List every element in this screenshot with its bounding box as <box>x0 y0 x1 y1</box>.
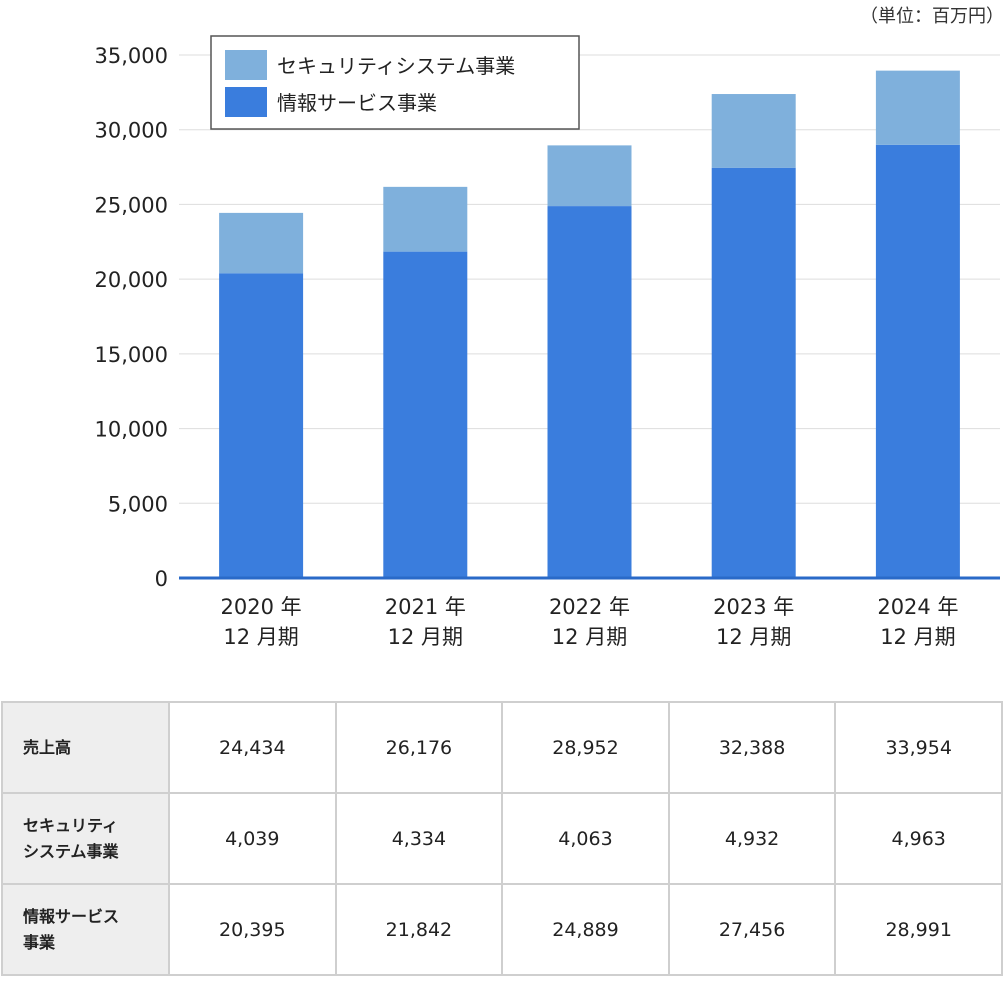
data-table: 売上高 24,434 26,176 28,952 32,388 33,954 セキュリティシ… <box>1 701 1003 976</box>
y-tick-label: 15,000 <box>95 343 168 367</box>
unit-label: （単位：百万円） <box>860 6 1004 27</box>
table-cell: 28,952 <box>501 701 670 794</box>
y-tick-label: 10,000 <box>95 418 168 442</box>
x-tick-label-year: 2023 年 <box>713 595 794 619</box>
bar-segment-info-service <box>547 206 632 579</box>
x-tick-label-period: 12 月期 <box>880 625 955 649</box>
x-tick-label-period: 12 月期 <box>388 625 463 649</box>
table-cell: 32,388 <box>667 701 837 794</box>
table-row: セキュリティ システム事業 4,039 4,334 4,063 4,932 4,963 <box>1 792 1003 885</box>
bar-segment-security <box>711 94 796 168</box>
table-cell: 28,991 <box>834 883 1003 976</box>
bar-segment-security <box>547 145 632 207</box>
y-tick-label: 30,000 <box>95 119 168 143</box>
x-tick-label-period: 12 月期 <box>223 625 298 649</box>
row-header-text: 売上高 <box>23 737 72 757</box>
table-cell: 4,932 <box>667 792 837 885</box>
row-header-text: 情報サービス <box>23 906 120 926</box>
table-cell: 33,954 <box>834 701 1003 794</box>
legend: セキュリティシステム事業 情報サービス事業 <box>210 35 580 130</box>
row-header: セキュリティ システム事業 <box>1 792 170 885</box>
table-row: 情報サービス 事業 20,395 21,842 24,889 27,456 28,991 <box>1 883 1003 976</box>
legend-swatch-info-service <box>225 87 267 117</box>
table-cell: 4,334 <box>334 792 504 885</box>
x-tick-label-year: 2022 年 <box>549 595 630 619</box>
bar-segment-info-service <box>219 273 304 578</box>
table-cell: 20,395 <box>168 883 337 976</box>
bar-segment-info-service <box>875 144 960 578</box>
row-header-text: システム事業 <box>23 841 119 861</box>
x-axis: 2020 年 12 月期 2021 年 12 月期 2022 年 12 月期 2023 年 1… <box>179 576 1000 649</box>
legend-label-security: セキュリティシステム事業 <box>277 54 515 78</box>
bar-segment-security <box>383 186 468 252</box>
table-cell: 4,963 <box>834 792 1003 885</box>
bar-segment-info-service <box>711 167 796 578</box>
table-cell: 27,456 <box>667 883 837 976</box>
table-cell: 26,176 <box>334 701 504 794</box>
table-cell: 24,434 <box>168 701 337 794</box>
row-header-text: 事業 <box>23 932 56 952</box>
legend-label-info-service: 情報サービス事業 <box>277 91 437 115</box>
x-tick-label-year: 2021 年 <box>385 595 466 619</box>
row-header-text: セキュリティ <box>23 815 119 835</box>
y-tick-label: 20,000 <box>95 268 168 292</box>
x-tick-label-year: 2024 年 <box>877 595 958 619</box>
x-tick-label-year: 2020 年 <box>221 595 302 619</box>
stacked-bar-chart: （単位：百万円） 0 5,000 10,000 15,000 20,000 25,000 3… <box>95 6 1004 649</box>
x-tick-label-period: 12 月期 <box>552 625 627 649</box>
y-tick-label: 0 <box>155 567 168 591</box>
table-cell: 24,889 <box>501 883 670 976</box>
row-header: 売上高 <box>1 701 170 794</box>
y-tick-label: 35,000 <box>95 44 168 68</box>
bar-segment-info-service <box>383 251 468 579</box>
legend-swatch-security <box>225 50 267 80</box>
y-axis: 0 5,000 10,000 15,000 20,000 25,000 30,000 35,0… <box>95 44 168 591</box>
bar-segment-security <box>875 70 960 145</box>
row-header: 情報サービス 事業 <box>1 883 170 976</box>
y-tick-label: 5,000 <box>108 492 168 516</box>
table-cell: 21,842 <box>334 883 504 976</box>
legend-box <box>210 35 580 130</box>
x-tick-label-period: 12 月期 <box>716 625 791 649</box>
table-cell: 4,039 <box>168 792 337 885</box>
y-tick-label: 25,000 <box>95 193 168 217</box>
table-row: 売上高 24,434 26,176 28,952 32,388 33,954 <box>1 701 1003 794</box>
bar-segment-security <box>219 212 304 274</box>
bars <box>219 70 960 579</box>
table-cell: 4,063 <box>501 792 670 885</box>
